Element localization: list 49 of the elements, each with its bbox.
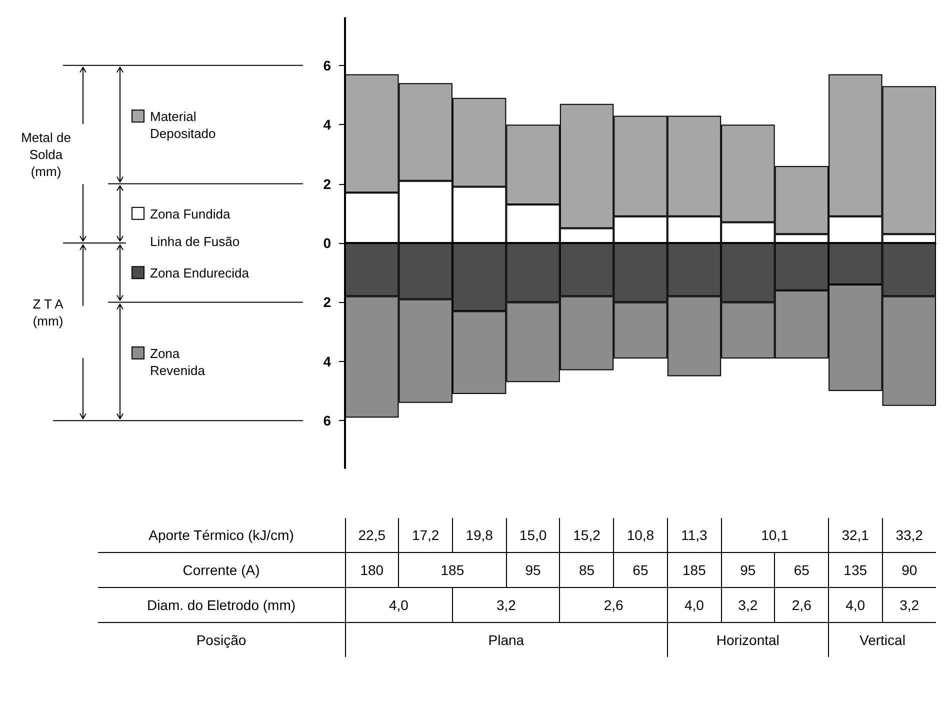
text: 85 [578, 562, 595, 578]
text: 4,0 [846, 597, 866, 613]
text: 15,0 [519, 527, 547, 543]
text: 32,1 [842, 527, 869, 543]
text: 22,5 [358, 527, 386, 543]
text: 10,8 [626, 527, 654, 543]
y-tick-label: 6 [323, 412, 332, 429]
text: 95 [525, 562, 541, 578]
category-label: Corrente (A) [182, 562, 260, 578]
text: Metal de Solda (mm) [21, 130, 71, 180]
text: 11,3 [681, 527, 708, 543]
text: Linha de Fusão [150, 234, 240, 249]
text: 15,2 [573, 527, 600, 543]
text: Z T A (mm) [32, 296, 64, 328]
text: 185 [682, 562, 706, 578]
legend-label: Zona Fundida [150, 206, 231, 222]
text: 2,6 [792, 597, 812, 613]
text: 10,1 [761, 527, 788, 543]
text: 17,2 [412, 527, 440, 543]
text: 2,6 [604, 597, 624, 613]
category-label: Diam. do Eletrodo (mm) [146, 597, 296, 613]
legend-label: Material Depositado [150, 109, 216, 142]
legend-label: Zona Endurecida [150, 266, 250, 281]
y-tick-label: 2 [323, 294, 332, 310]
text: 4,0 [389, 597, 408, 613]
text: 19,8 [466, 527, 493, 543]
y-tick-label: 6 [323, 57, 332, 74]
y-tick-label: 4 [323, 116, 332, 133]
text: 65 [632, 562, 648, 578]
text: 185 [440, 562, 464, 578]
text: 135 [844, 562, 868, 578]
text: 95 [740, 562, 756, 578]
legend-label: Zona Revenida [150, 346, 206, 378]
text: Plana [488, 632, 524, 648]
text: 4,0 [684, 597, 704, 613]
category-label: Aporte Térmico (kJ/cm) [148, 527, 294, 543]
text: 3,2 [496, 597, 516, 613]
text: 90 [902, 562, 918, 578]
text: Vertical [860, 632, 906, 648]
y-tick-label: 0 [323, 235, 332, 251]
y-tick-label: 2 [323, 176, 332, 192]
text: 3,2 [738, 597, 758, 613]
text: 3,2 [900, 597, 920, 613]
text: 65 [794, 562, 810, 578]
text: 33,2 [896, 527, 923, 543]
text: 180 [360, 562, 384, 578]
y-tick-label: 4 [323, 353, 332, 370]
category-label: Posição [196, 632, 246, 648]
text: Horizontal [716, 632, 780, 648]
